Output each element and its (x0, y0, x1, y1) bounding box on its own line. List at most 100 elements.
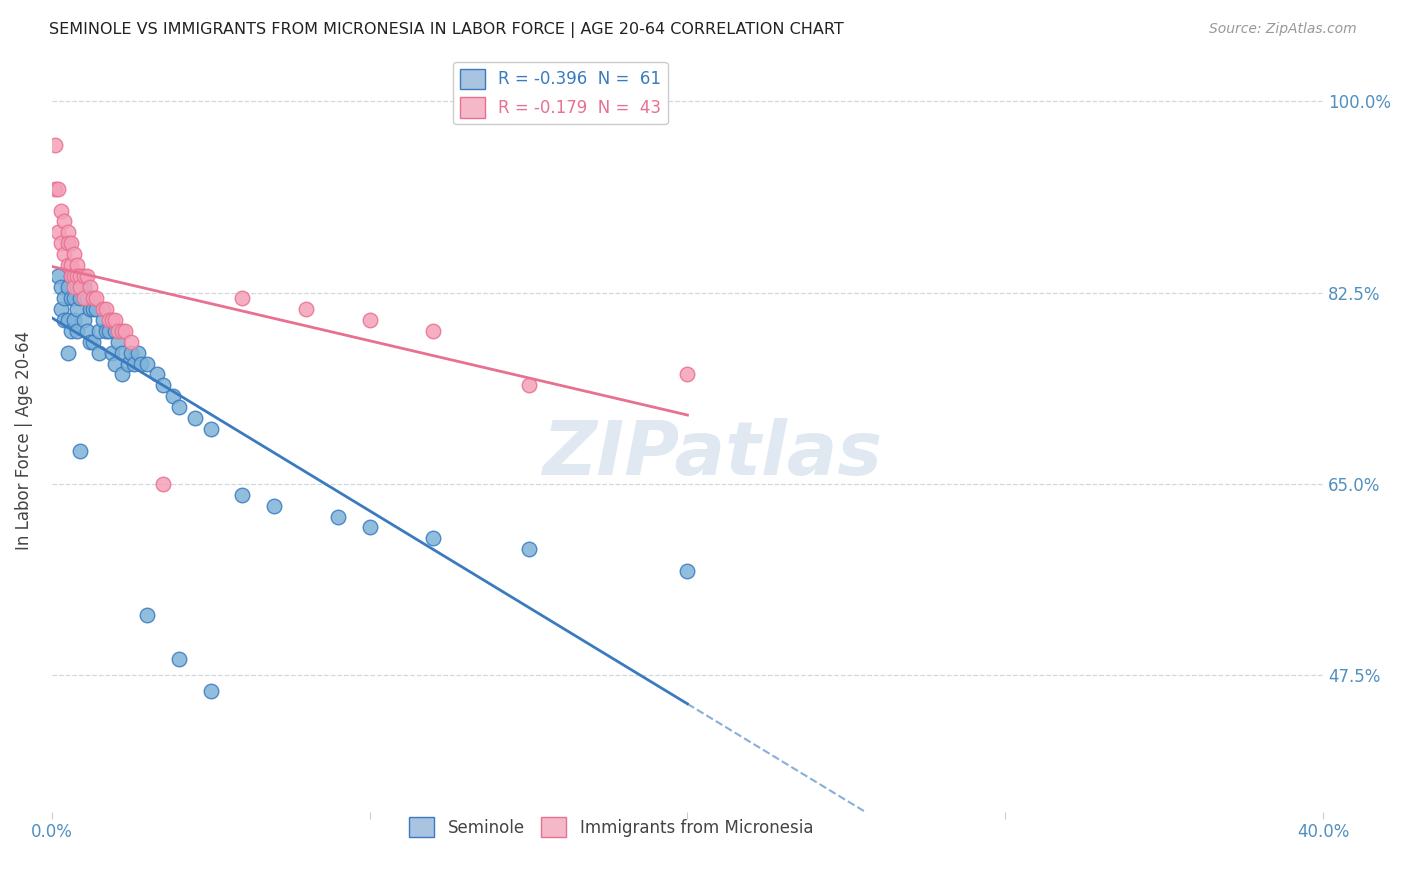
Point (91, 301, 114, 316)
Point (200, 422, 222, 436)
Point (69, 269, 91, 284)
Point (63, 269, 86, 284)
Point (422, 532, 444, 546)
Point (104, 313, 127, 327)
Point (152, 476, 174, 491)
Point (59, 258, 82, 272)
Point (129, 357, 152, 371)
Point (152, 378, 174, 392)
Point (263, 499, 285, 513)
Point (53, 313, 76, 327)
Point (76, 324, 98, 338)
Point (53, 291, 76, 305)
Point (56, 226, 79, 240)
Point (66, 324, 89, 338)
Point (51, 280, 73, 294)
Point (72, 269, 94, 284)
Point (59, 291, 82, 305)
Point (127, 345, 149, 359)
Point (517, 378, 540, 392)
Point (59, 324, 82, 338)
Point (66, 301, 89, 316)
Point (56, 236, 79, 251)
Point (359, 520, 381, 534)
Point (91, 313, 114, 327)
Point (104, 324, 127, 338)
Point (326, 509, 349, 524)
Point (53, 214, 76, 228)
Point (69, 444, 91, 458)
Point (117, 357, 139, 371)
Point (69, 291, 91, 305)
Point (66, 258, 89, 272)
Y-axis label: In Labor Force | Age 20-64: In Labor Force | Age 20-64 (15, 330, 32, 549)
Point (97, 324, 120, 338)
Point (120, 334, 142, 349)
Point (44, 182, 66, 196)
Legend: Seminole, Immigrants from Micronesia: Seminole, Immigrants from Micronesia (402, 810, 820, 844)
Text: Source: ZipAtlas.com: Source: ZipAtlas.com (1209, 22, 1357, 37)
Point (69, 280, 91, 294)
Text: SEMINOLE VS IMMIGRANTS FROM MICRONESIA IN LABOR FORCE | AGE 20-64 CORRELATION CH: SEMINOLE VS IMMIGRANTS FROM MICRONESIA I… (49, 22, 844, 38)
Point (295, 301, 318, 316)
Point (84, 301, 107, 316)
Point (101, 313, 124, 327)
Point (63, 291, 86, 305)
Point (76, 269, 98, 284)
Point (76, 291, 98, 305)
Point (82, 334, 104, 349)
Point (200, 684, 222, 698)
Point (59, 236, 82, 251)
Point (676, 368, 699, 382)
Point (162, 389, 184, 403)
Point (97, 313, 120, 327)
Point (72, 280, 94, 294)
Point (69, 269, 91, 284)
Point (63, 313, 86, 327)
Point (89, 324, 111, 338)
Point (184, 411, 207, 425)
Point (79, 301, 101, 316)
Point (82, 301, 104, 316)
Point (56, 345, 79, 359)
Point (72, 313, 94, 327)
Point (359, 313, 381, 327)
Point (84, 291, 107, 305)
Point (111, 345, 134, 359)
Point (66, 269, 89, 284)
Point (59, 269, 82, 284)
Point (231, 488, 253, 502)
Point (94, 301, 117, 316)
Point (107, 324, 129, 338)
Point (44, 138, 66, 153)
Point (63, 280, 86, 294)
Point (79, 334, 101, 349)
Point (111, 368, 134, 382)
Point (136, 607, 159, 622)
Point (101, 345, 124, 359)
Point (56, 258, 79, 272)
Point (56, 280, 79, 294)
Point (82, 291, 104, 305)
Point (517, 542, 540, 557)
Point (46, 182, 69, 196)
Point (231, 291, 253, 305)
Point (107, 334, 129, 349)
Point (51, 203, 73, 218)
Text: ZIPatlas: ZIPatlas (543, 418, 883, 491)
Point (145, 368, 167, 382)
Point (114, 324, 136, 338)
Point (56, 313, 79, 327)
Point (46, 269, 69, 284)
Point (63, 247, 86, 261)
Point (46, 226, 69, 240)
Point (66, 280, 89, 294)
Point (63, 269, 86, 284)
Point (111, 324, 134, 338)
Point (120, 345, 142, 359)
Point (94, 324, 117, 338)
Point (89, 345, 111, 359)
Point (167, 651, 190, 665)
Point (124, 357, 146, 371)
Point (167, 401, 190, 415)
